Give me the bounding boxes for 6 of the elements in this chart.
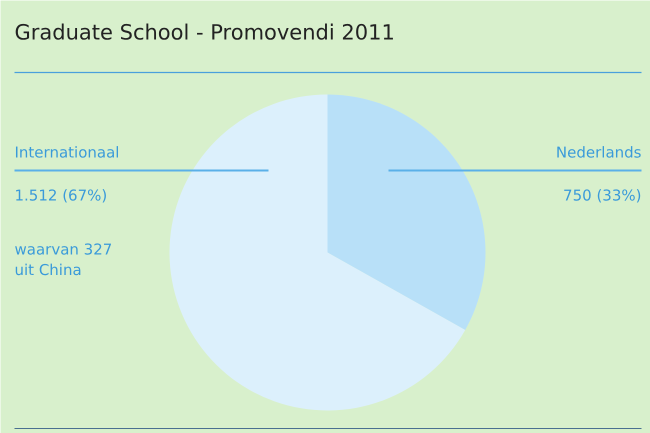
chart-title: Graduate School - Promovendi 2011	[14, 20, 395, 44]
slice-label: Internationaal	[14, 144, 120, 162]
text: waarvan 327 uit China	[14, 240, 112, 280]
slice-label: Nederlands	[556, 144, 642, 162]
data-label: 750 (33%)	[563, 186, 642, 204]
data-label: 1.512 (67%)	[14, 186, 108, 204]
